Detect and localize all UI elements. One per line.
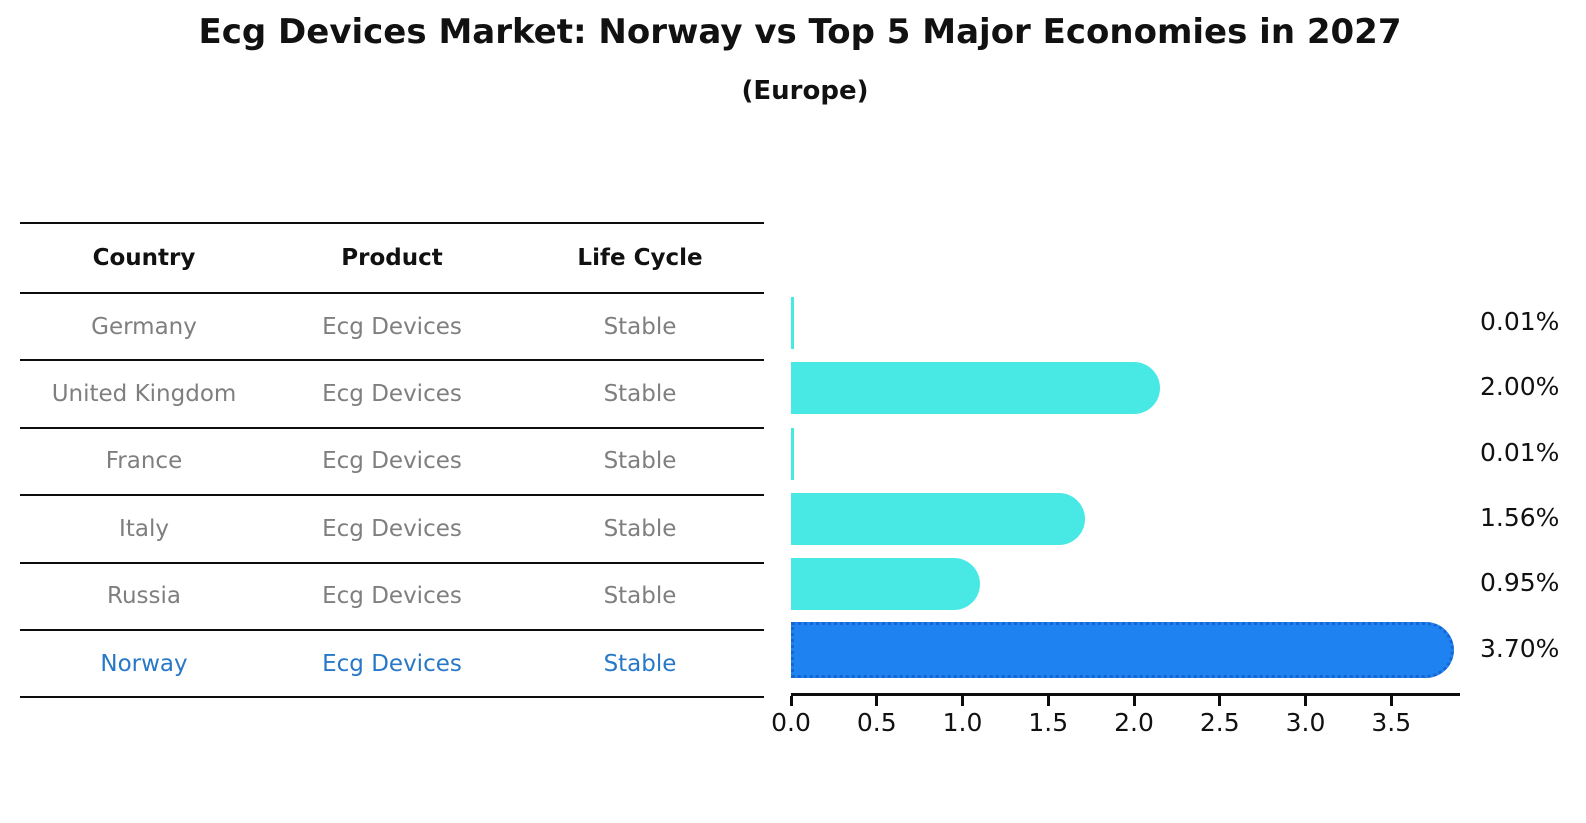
country-cell: Germany xyxy=(91,313,197,340)
table-row-norway: Norway Ecg Devices Stable xyxy=(20,630,764,698)
table-header: Country Product Life Cycle xyxy=(20,223,764,293)
bar-value-label: 0.01% xyxy=(1480,437,1560,467)
product-cell: Ecg Devices xyxy=(322,650,462,677)
x-axis-tick xyxy=(875,696,879,706)
life-cycle-cell: Stable xyxy=(603,515,677,542)
x-axis-tick-label: 1.0 xyxy=(942,708,983,737)
x-axis-tick-label: 1.5 xyxy=(1028,708,1069,737)
chart-subtitle: (Europe) xyxy=(741,76,869,106)
table-header-row: Country Product Life Cycle xyxy=(20,223,764,293)
country-cell: Italy xyxy=(119,515,169,542)
country-cell: France xyxy=(105,448,183,475)
bar-norway xyxy=(791,621,1454,678)
x-axis-tick xyxy=(961,696,964,706)
x-axis-tick-label: 2.5 xyxy=(1199,708,1240,737)
country-table: Country Product Life Cycle Germany Ecg D… xyxy=(20,222,764,698)
chart-title: Ecg Devices Market: Norway vs Top 5 Majo… xyxy=(198,12,1402,52)
x-axis-tick-label: 3.0 xyxy=(1285,708,1326,737)
header-product: Product xyxy=(341,245,443,271)
life-cycle-cell: Stable xyxy=(603,381,677,408)
country-cell: Russia xyxy=(107,583,181,610)
life-cycle-cell: Stable xyxy=(603,448,677,475)
bar-value-label: 2.00% xyxy=(1480,372,1560,402)
bar-united-kingdom xyxy=(791,362,1160,415)
bar-value-label: 0.95% xyxy=(1480,568,1560,598)
x-axis-tick-label: 2.0 xyxy=(1114,708,1154,737)
life-cycle-cell: Stable xyxy=(603,583,677,610)
x-axis-line xyxy=(791,693,1460,696)
product-cell: Ecg Devices xyxy=(322,583,462,610)
table-row-russia: Russia Ecg Devices Stable xyxy=(20,563,764,630)
life-cycle-cell: Stable xyxy=(603,650,677,677)
table-row-france: France Ecg Devices Stable xyxy=(20,428,764,496)
product-cell: Ecg Devices xyxy=(322,448,462,475)
product-cell: Ecg Devices xyxy=(322,313,462,340)
bar-value-label: 1.56% xyxy=(1480,502,1560,532)
bar-value-label: 0.01% xyxy=(1480,306,1560,336)
life-cycle-cell: Stable xyxy=(603,313,677,340)
x-axis-tick-label: 0.0 xyxy=(771,708,811,737)
x-axis-tick xyxy=(1389,696,1393,706)
country-cell: United Kingdom xyxy=(51,381,237,408)
table-body: Germany Ecg Devices Stable United Kingdo… xyxy=(20,293,764,698)
product-cell: Ecg Devices xyxy=(322,515,462,542)
bar-value-label: 3.70% xyxy=(1480,633,1560,663)
x-axis-tick xyxy=(1304,696,1307,706)
x-axis-tick-label: 3.5 xyxy=(1371,708,1412,737)
bar-germany xyxy=(791,296,794,349)
x-axis-tick xyxy=(1218,696,1222,706)
x-axis-tick xyxy=(789,696,793,706)
table-row-italy: Italy Ecg Devices Stable xyxy=(20,495,764,563)
x-axis-tick xyxy=(1046,696,1050,706)
bar-france xyxy=(791,427,794,480)
x-axis-tick xyxy=(1132,696,1136,706)
bar-italy xyxy=(791,492,1085,545)
product-cell: Ecg Devices xyxy=(322,381,462,408)
country-cell: Norway xyxy=(100,650,188,677)
table-row-united-kingdom: United Kingdom Ecg Devices Stable xyxy=(20,360,764,428)
header-country: Country xyxy=(92,245,196,271)
table-row-germany: Germany Ecg Devices Stable xyxy=(20,293,764,361)
bar-russia xyxy=(791,558,980,611)
header-life-cycle: Life Cycle xyxy=(577,245,703,271)
x-axis-tick-label: 0.5 xyxy=(856,708,897,737)
